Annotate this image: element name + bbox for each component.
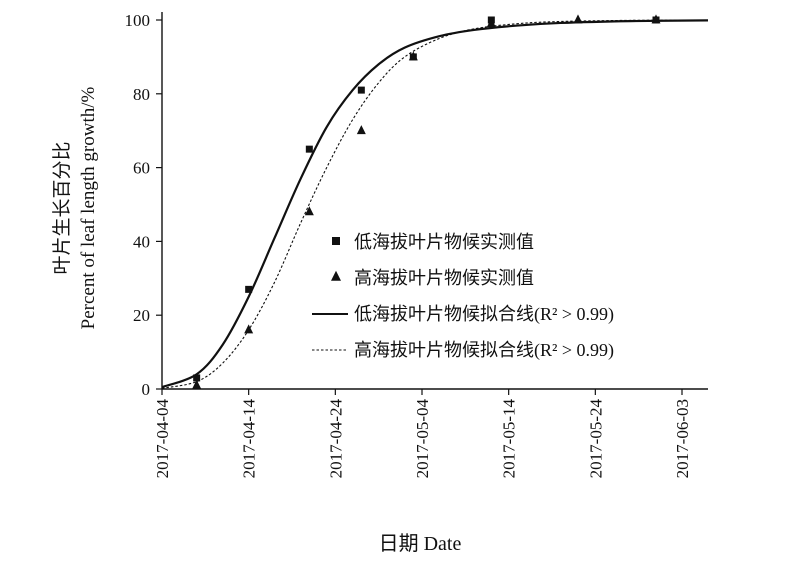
- square-point-1: [245, 285, 253, 293]
- legend-label-3: 高海拔叶片物候拟合线(R² > 0.99): [354, 340, 614, 361]
- square-point-2: [305, 145, 313, 153]
- square-point-0: [193, 374, 201, 382]
- data-points: [192, 14, 661, 389]
- y-tick-label: 80: [133, 85, 150, 104]
- legend-label-2: 低海拔叶片物候拟合线(R² > 0.99): [354, 304, 614, 325]
- triangle-point-6: [573, 14, 583, 24]
- square-point-3: [357, 86, 365, 94]
- triangle-point-5: [486, 18, 496, 28]
- y-tick-label: 0: [142, 380, 151, 399]
- axes: 0 20 40 60 80 100 2017-04-04 2017-04-14 2017-04-…: [125, 11, 708, 479]
- y-tick-label: 60: [133, 159, 150, 178]
- x-tick-label: 2017-04-24: [326, 399, 345, 479]
- x-axis-label: 日期 Date: [379, 533, 462, 555]
- fit-line-2: [161, 19, 709, 389]
- legend-r2-2: (R² > 0.99): [534, 304, 614, 325]
- triangle-point-0: [192, 379, 202, 389]
- legend-label-1: 高海拔叶片物候实测值: [354, 268, 534, 288]
- triangle-point-1: [244, 324, 254, 334]
- legend-marker-0: [332, 237, 340, 245]
- fit-lines: [161, 19, 709, 389]
- x-tick-label: 2017-05-24: [586, 399, 605, 479]
- x-tick-label: 2017-04-14: [240, 399, 259, 479]
- legend-r2-3: (R² > 0.99): [534, 340, 614, 361]
- x-tick-label: 2017-06-03: [673, 399, 692, 478]
- legend-marker-1: [331, 270, 341, 281]
- x-tick-label: 2017-04-04: [153, 399, 172, 479]
- triangle-point-3: [356, 125, 366, 135]
- legend-label-0: 低海拔叶片物候实测值: [354, 232, 534, 252]
- y-axis-label-cn: 叶片生长百分比: [51, 141, 73, 274]
- y-tick-label: 100: [125, 11, 151, 30]
- triangle-point-7: [651, 14, 661, 24]
- triangle-point-4: [408, 51, 418, 61]
- y-axis-label-en: Percent of leaf length growth/%: [78, 86, 99, 329]
- x-tick-label: 2017-05-14: [500, 399, 519, 479]
- y-tick-label: 40: [133, 232, 150, 251]
- fit-line-3: [161, 19, 709, 389]
- x-tick-label: 2017-05-04: [413, 399, 432, 479]
- triangle-point-2: [304, 206, 314, 216]
- y-tick-label: 20: [133, 306, 150, 325]
